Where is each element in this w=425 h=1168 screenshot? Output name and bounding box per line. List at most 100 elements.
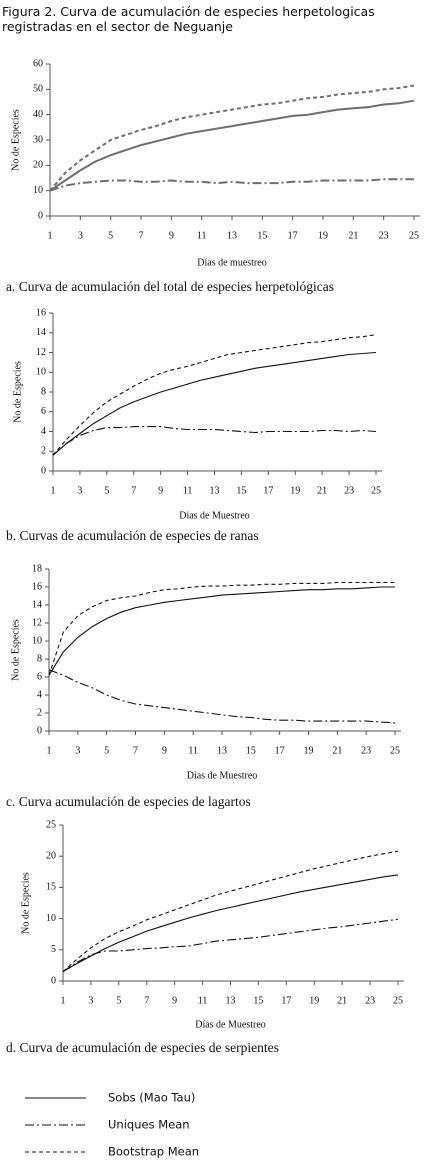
y-tick-label: 0 [37, 725, 42, 736]
x-tick-label: 5 [108, 230, 113, 241]
y-tick-label: 12 [32, 617, 42, 628]
x-tick-label: 9 [169, 230, 174, 241]
x-tick-label: 21 [317, 485, 327, 496]
x-tick-label: 5 [116, 995, 121, 1006]
y-tick-label: 10 [36, 367, 46, 378]
series-line [62, 850, 399, 973]
y-axis-label: No de Especies [20, 872, 31, 934]
x-tick-label: 17 [281, 995, 291, 1006]
y-tick-label: 10 [32, 635, 42, 646]
y-tick-label: 8 [37, 653, 42, 664]
x-tick-label: 13 [226, 995, 236, 1006]
y-axis-label: No de Especies [12, 361, 23, 423]
x-tick-label: 23 [344, 485, 354, 496]
series-line [52, 426, 377, 456]
series-line [62, 874, 399, 973]
x-tick-label: 23 [361, 745, 371, 756]
legend-label: Sobs (Mao Tau) [108, 1091, 195, 1105]
x-tick-label: 25 [409, 230, 419, 241]
y-tick-label: 2 [41, 446, 46, 457]
x-tick-label: 15 [253, 995, 263, 1006]
x-tick-label: 15 [257, 230, 267, 241]
x-tick-label: 5 [104, 485, 109, 496]
y-tick-label: 4 [41, 426, 46, 437]
chart-caption: d. Curva de acumulación de especies de s… [6, 1040, 279, 1055]
x-tick-label: 23 [379, 230, 389, 241]
x-tick-label: 3 [75, 745, 80, 756]
x-tick-label: 21 [337, 995, 347, 1006]
x-tick-label: 3 [88, 995, 93, 1006]
x-axis-label: Días de muestreo [197, 257, 266, 268]
y-tick-label: 0 [38, 210, 43, 221]
x-tick-label: 1 [51, 485, 56, 496]
x-tick-label: 11 [183, 485, 193, 496]
x-axis-label: Días de Muestreo [195, 1019, 266, 1030]
x-tick-label: 9 [172, 995, 177, 1006]
y-tick-label: 10 [46, 913, 56, 924]
y-tick-label: 0 [41, 465, 46, 476]
x-tick-label: 13 [217, 745, 227, 756]
y-tick-label: 14 [36, 327, 46, 338]
y-tick-label: 25 [46, 819, 56, 830]
x-tick-label: 9 [162, 745, 167, 756]
x-tick-label: 17 [263, 485, 273, 496]
x-tick-label: 25 [371, 485, 381, 496]
y-tick-label: 50 [33, 84, 43, 95]
x-tick-label: 3 [78, 230, 83, 241]
y-tick-label: 16 [36, 307, 46, 318]
y-tick-label: 5 [51, 944, 56, 955]
y-tick-label: 16 [32, 581, 42, 592]
x-tick-label: 3 [77, 485, 82, 496]
y-tick-label: 8 [41, 386, 46, 397]
x-tick-label: 5 [104, 745, 109, 756]
y-tick-label: 30 [33, 134, 43, 145]
y-tick-label: 20 [33, 160, 43, 171]
legend-label: Uniques Mean [108, 1118, 190, 1132]
y-tick-label: 10 [33, 185, 43, 196]
x-tick-label: 23 [365, 995, 375, 1006]
x-tick-label: 1 [47, 745, 52, 756]
y-tick-label: 20 [46, 850, 56, 861]
y-tick-label: 40 [33, 109, 43, 120]
x-tick-label: 15 [236, 485, 246, 496]
y-tick-label: 14 [32, 599, 42, 610]
figure-title: Figura 2. Curva de acumulación de especi… [2, 4, 375, 34]
y-tick-label: 6 [37, 671, 42, 682]
x-tick-label: 21 [348, 230, 358, 241]
series-line [49, 178, 414, 192]
legend-label: Bootstrap Mean [108, 1145, 199, 1159]
series-line [49, 84, 415, 192]
x-tick-label: 17 [288, 230, 298, 241]
x-tick-label: 1 [61, 995, 66, 1006]
x-tick-label: 7 [144, 995, 149, 1006]
y-tick-label: 6 [41, 406, 46, 417]
y-tick-label: 4 [37, 689, 42, 700]
x-tick-label: 11 [188, 745, 198, 756]
y-tick-label: 15 [46, 882, 56, 893]
x-tick-label: 19 [290, 485, 300, 496]
x-tick-label: 11 [198, 995, 208, 1006]
x-tick-label: 19 [318, 230, 328, 241]
x-tick-label: 19 [309, 995, 319, 1006]
y-tick-label: 0 [51, 975, 56, 986]
x-tick-label: 25 [393, 995, 403, 1006]
x-tick-label: 13 [227, 230, 237, 241]
series-line [48, 669, 396, 724]
x-tick-label: 13 [210, 485, 220, 496]
chart-caption: c. Curva acumulación de especies de laga… [6, 794, 251, 809]
x-tick-label: 7 [139, 230, 144, 241]
y-axis-label: No de Especies [10, 109, 21, 171]
x-axis-label: Dias de Muestreo [187, 770, 258, 781]
series-line [52, 351, 377, 456]
series-line [48, 586, 395, 676]
y-tick-label: 12 [36, 347, 46, 358]
series-line [62, 918, 399, 973]
series-line [52, 334, 377, 456]
x-tick-label: 17 [275, 745, 285, 756]
y-tick-label: 18 [32, 563, 42, 574]
x-tick-label: 7 [133, 745, 138, 756]
y-axis-label: No de Especies [10, 619, 21, 681]
x-tick-label: 25 [390, 745, 400, 756]
